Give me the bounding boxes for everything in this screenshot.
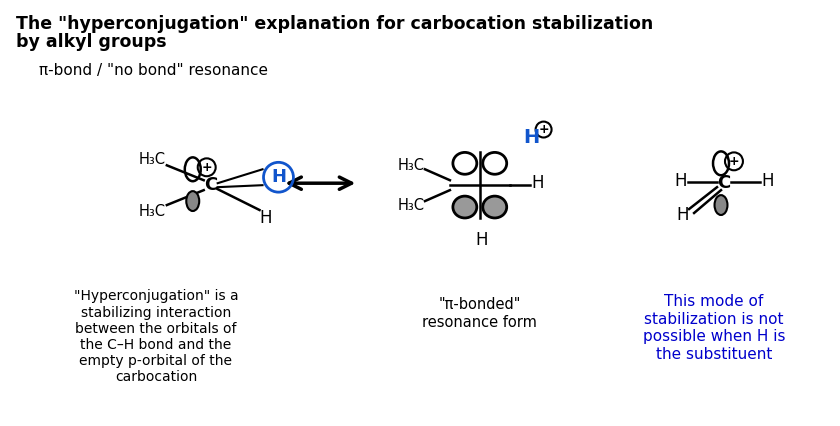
Text: H: H — [260, 209, 272, 227]
Text: H: H — [271, 168, 286, 186]
Text: "Hyperconjugation" is a
stabilizing interaction
between the orbitals of
the C–H : "Hyperconjugation" is a stabilizing inte… — [74, 290, 239, 385]
Text: This mode of
stabilization is not
possible when H is
the substituent: This mode of stabilization is not possib… — [643, 294, 785, 362]
Text: π-bond / "no bond" resonance: π-bond / "no bond" resonance — [39, 63, 268, 78]
Ellipse shape — [453, 196, 477, 218]
Text: H: H — [674, 172, 686, 190]
Text: by alkyl groups: by alkyl groups — [16, 33, 167, 51]
Text: H₃C: H₃C — [398, 158, 425, 173]
Ellipse shape — [715, 195, 727, 215]
Text: H: H — [532, 174, 543, 192]
Text: C: C — [204, 176, 218, 194]
Text: C: C — [717, 174, 731, 192]
Text: H: H — [523, 128, 540, 147]
Text: H: H — [762, 172, 774, 190]
Text: H: H — [475, 231, 488, 249]
Text: The "hyperconjugation" explanation for carbocation stabilization: The "hyperconjugation" explanation for c… — [16, 15, 654, 33]
Text: H₃C: H₃C — [139, 152, 166, 167]
Text: +: + — [202, 161, 212, 174]
Ellipse shape — [186, 191, 199, 211]
Text: +: + — [728, 155, 739, 168]
Text: "π-bonded"
resonance form: "π-bonded" resonance form — [423, 297, 538, 330]
Text: H₃C: H₃C — [139, 204, 166, 219]
Ellipse shape — [483, 196, 507, 218]
Text: +: + — [538, 123, 549, 136]
Text: H: H — [676, 206, 689, 224]
Text: H₃C: H₃C — [398, 198, 425, 213]
